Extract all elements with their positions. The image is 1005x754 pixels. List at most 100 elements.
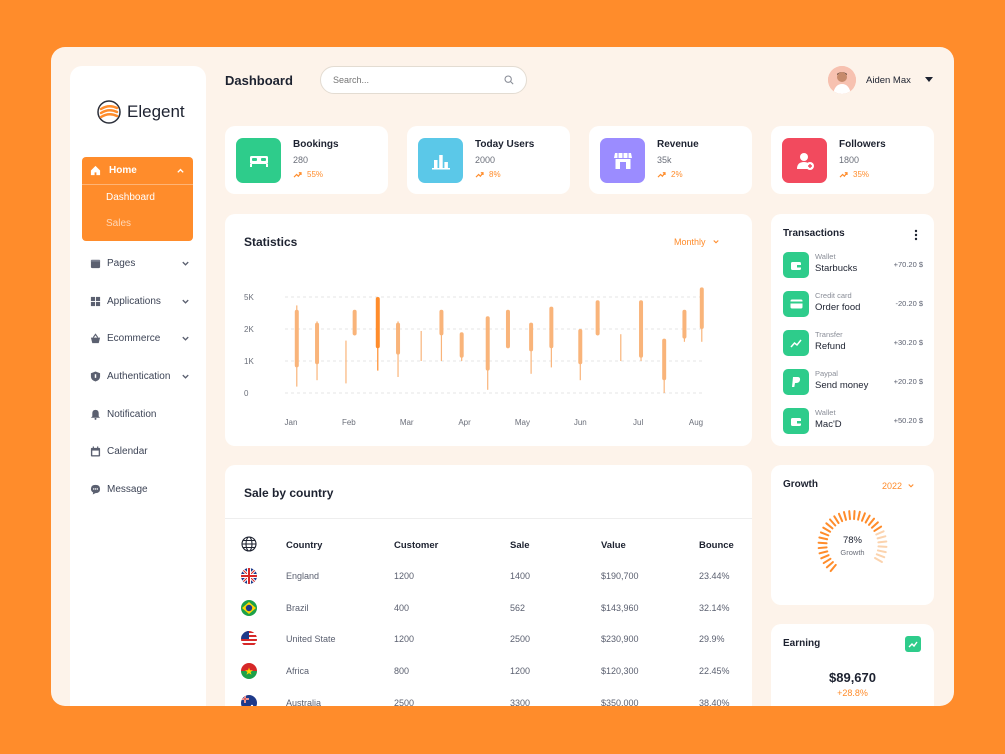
- column-header-country[interactable]: Country: [286, 539, 323, 551]
- candle[interactable]: [375, 297, 380, 371]
- statistics-card: Statistics Monthly 0 1K 2K 5K Jan Feb Mar Apr Ma…: [225, 214, 752, 446]
- table-row[interactable]: Africa 800 1200 $120,300 22.45%: [225, 661, 752, 681]
- brand-logo[interactable]: Elegent: [96, 99, 185, 125]
- x-tick-label: Jul: [633, 418, 643, 427]
- candle[interactable]: [396, 321, 401, 377]
- gauge-tick: [874, 557, 883, 563]
- basket-icon: [90, 332, 101, 344]
- flag-africa-icon: [241, 663, 257, 679]
- transaction-name: Starbucks: [815, 263, 858, 274]
- search-input[interactable]: [333, 75, 504, 85]
- transaction-amount: +20.20 $: [893, 377, 923, 386]
- trend-up-icon: [657, 172, 666, 178]
- stat-name: Bookings: [293, 139, 339, 150]
- stat-trend: 35%: [839, 170, 869, 179]
- stat-card-bookings[interactable]: Bookings 280 55%: [225, 126, 388, 194]
- candle[interactable]: [459, 332, 464, 361]
- user-menu[interactable]: Aiden Max: [828, 66, 933, 94]
- transaction-amount: -20.20 $: [895, 299, 923, 308]
- cell-customer: 800: [394, 666, 410, 676]
- cell-value: $143,960: [601, 603, 639, 613]
- wallet-icon: [783, 252, 809, 278]
- transaction-type: Wallet: [815, 408, 836, 417]
- trend-up-icon: [839, 172, 848, 178]
- gauge-tick: [875, 553, 886, 559]
- transaction-amount: +50.20 $: [893, 416, 923, 425]
- candle[interactable]: [662, 338, 667, 393]
- avatar[interactable]: [828, 66, 856, 94]
- y-tick-label: 2K: [244, 325, 254, 334]
- sidebar-subitem-sales[interactable]: Sales: [106, 218, 132, 229]
- caret-down-icon[interactable]: [924, 77, 933, 83]
- globe-icon: [241, 535, 257, 555]
- cell-sale: 1200: [510, 666, 531, 676]
- table-row[interactable]: Brazil 400 562 $143,960 32.14%: [225, 598, 752, 618]
- year-dropdown[interactable]: 2022: [882, 481, 915, 491]
- table-row[interactable]: Australia 2500 3300 $350,000 38.40%: [225, 693, 752, 706]
- candle[interactable]: [505, 309, 510, 349]
- candle[interactable]: [639, 300, 644, 361]
- gauge-tick: [848, 510, 852, 521]
- stat-name: Today Users: [475, 139, 535, 150]
- candle[interactable]: [529, 322, 534, 374]
- stat-card-followers[interactable]: Followers 1800 35%: [771, 126, 934, 194]
- sidebar-item-calendar[interactable]: Calendar: [90, 443, 190, 459]
- sidebar-item-applications[interactable]: Applications: [90, 293, 190, 309]
- stat-name: Followers: [839, 139, 886, 150]
- stat-trend: 2%: [657, 170, 683, 179]
- stat-card-revenue[interactable]: Revenue 35k 2%: [589, 126, 752, 194]
- stat-value: 35k: [657, 155, 672, 165]
- candle[interactable]: [595, 300, 600, 336]
- sidebar-item-ecommerce[interactable]: Ecommerce: [90, 330, 190, 346]
- sidebar-item-pages[interactable]: Pages: [90, 255, 190, 271]
- column-header-bounce[interactable]: Bounce: [699, 539, 734, 551]
- more-vertical-icon[interactable]: [914, 229, 918, 241]
- paypal-icon: [783, 369, 809, 395]
- column-header-value[interactable]: Value: [601, 539, 626, 551]
- transaction-name: Send money: [815, 380, 869, 391]
- cell-bounce: 32.14%: [699, 603, 730, 613]
- sidebar-item-authentication[interactable]: Authentication: [90, 368, 190, 384]
- gauge-tick: [837, 512, 844, 523]
- sidebar-item-label: Authentication: [107, 370, 171, 382]
- transaction-item[interactable]: Credit card Order food -20.20 $: [783, 291, 923, 317]
- cell-bounce: 22.45%: [699, 666, 730, 676]
- transaction-item[interactable]: Paypal Send money +20.20 $: [783, 369, 923, 395]
- cell-value: $230,900: [601, 634, 639, 644]
- table-row[interactable]: United State 1200 2500 $230,900 29.9%: [225, 629, 752, 649]
- sidebar-item-notification[interactable]: Notification: [90, 406, 190, 422]
- sidebar-item-home[interactable]: Home: [82, 157, 193, 185]
- candle[interactable]: [439, 309, 444, 361]
- transaction-item[interactable]: Transfer Refund +30.20 $: [783, 330, 923, 356]
- candle[interactable]: [485, 316, 490, 390]
- search-icon[interactable]: [504, 75, 514, 85]
- sidebar-subitem-dashboard[interactable]: Dashboard: [106, 192, 155, 203]
- stat-trend-value: 2%: [671, 170, 683, 179]
- y-tick-label: 5K: [244, 293, 254, 302]
- table-row[interactable]: England 1200 1400 $190,700 23.44%: [225, 566, 752, 586]
- transaction-item[interactable]: Wallet Starbucks +70.20 $: [783, 252, 923, 278]
- candle[interactable]: [294, 305, 299, 387]
- growth-card: Growth 2022 78% Growth: [771, 465, 934, 605]
- transaction-item[interactable]: Wallet Mac'D +50.20 $: [783, 408, 923, 434]
- column-header-customer[interactable]: Customer: [394, 539, 439, 551]
- candle[interactable]: [352, 309, 357, 336]
- period-dropdown[interactable]: Monthly: [674, 237, 720, 247]
- gauge-tick: [870, 521, 879, 529]
- column-header-sale[interactable]: Sale: [510, 539, 530, 551]
- candle[interactable]: [682, 309, 687, 342]
- chevron-down-icon: [712, 240, 719, 244]
- chevron-down-icon: [908, 484, 914, 488]
- bed-icon: [236, 138, 281, 183]
- candle[interactable]: [578, 329, 583, 381]
- cell-bounce: 38.40%: [699, 698, 730, 706]
- growth-percent: 78%: [842, 535, 862, 546]
- candle[interactable]: [315, 321, 320, 381]
- gauge-tick: [860, 512, 866, 522]
- user-add-icon: [782, 138, 827, 183]
- stat-card-today-users[interactable]: Today Users 2000 8%: [407, 126, 570, 194]
- candle[interactable]: [549, 306, 554, 368]
- sidebar-item-message[interactable]: Message: [90, 481, 190, 497]
- bar-chart-icon: [418, 138, 463, 183]
- candle[interactable]: [699, 287, 704, 342]
